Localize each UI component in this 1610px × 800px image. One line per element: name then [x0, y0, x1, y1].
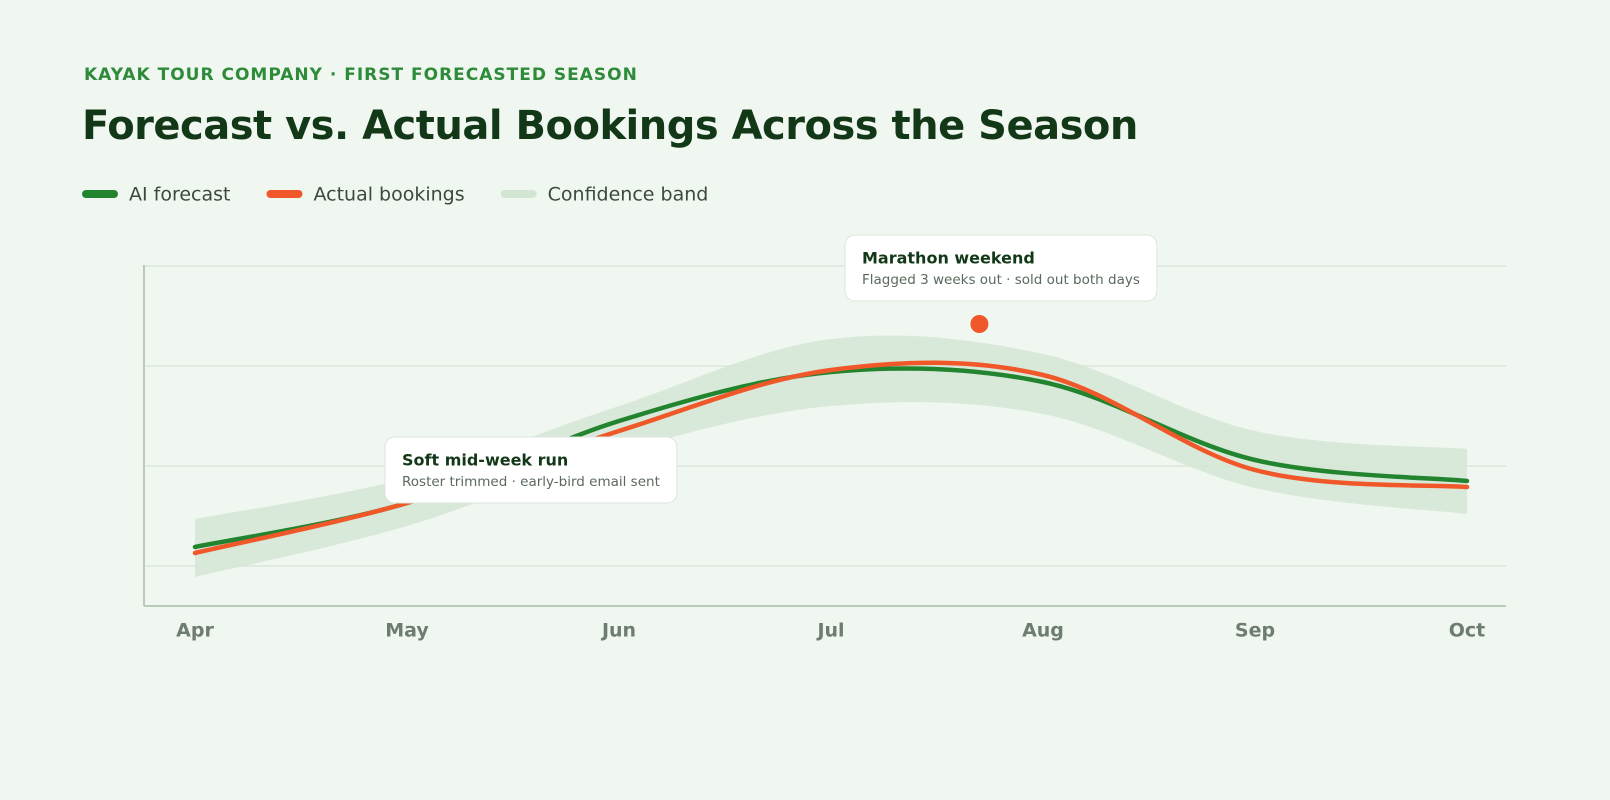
- x-tick-label: Jun: [600, 620, 636, 642]
- annotation-box: [384, 436, 678, 504]
- annotation-title: Marathon weekend: [862, 249, 1035, 268]
- annotation: Marathon weekend Flagged 3 weeks out · so…: [844, 234, 1158, 302]
- legend-label: Actual bookings: [313, 184, 464, 206]
- x-tick-label: Oct: [1449, 620, 1486, 642]
- x-tick-label: Jul: [815, 620, 844, 642]
- x-tick-label: Sep: [1235, 620, 1275, 642]
- x-tick-label: May: [385, 620, 429, 642]
- annotation-title: Soft mid-week run: [402, 451, 568, 470]
- legend-label: Confidence band: [548, 184, 709, 206]
- x-tick-label: Apr: [176, 620, 214, 642]
- annotation: Soft mid-week run Roster trimmed · early-…: [384, 436, 678, 504]
- chart-title: Forecast vs. Actual Bookings Across the …: [82, 103, 1138, 149]
- annotations: Marathon weekend Flagged 3 weeks out · so…: [384, 234, 1158, 504]
- annotation-box: [844, 234, 1158, 302]
- annotation-point: [970, 315, 989, 333]
- x-tick-label: Aug: [1022, 620, 1064, 642]
- kicker: KAYAK TOUR COMPANY · FIRST FORECASTED SE…: [84, 65, 638, 85]
- legend-label: AI forecast: [129, 184, 230, 206]
- annotation-text: Roster trimmed · early-bird email sent: [402, 474, 660, 490]
- confidence-band: [195, 335, 1467, 577]
- annotation-text: Flagged 3 weeks out · sold out both days: [862, 272, 1140, 288]
- legend: AI forecast Actual bookings Confidence ban…: [82, 184, 709, 206]
- plot: Apr May Jun Jul Aug Sep Oct: [176, 335, 1486, 642]
